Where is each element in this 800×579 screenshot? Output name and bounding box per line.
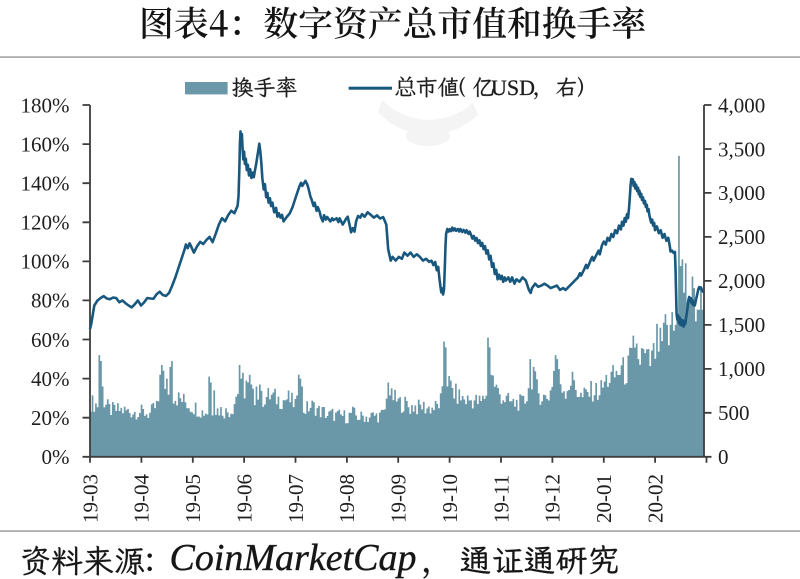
svg-text:20-01: 20-01 bbox=[592, 474, 616, 523]
svg-text:1,500: 1,500 bbox=[718, 313, 765, 337]
svg-text:19-06: 19-06 bbox=[232, 474, 256, 523]
svg-text:500: 500 bbox=[718, 401, 750, 425]
svg-text:2,500: 2,500 bbox=[718, 225, 765, 249]
svg-text:100%: 100% bbox=[21, 250, 70, 274]
svg-text:19-03: 19-03 bbox=[78, 474, 102, 523]
svg-text:19-11: 19-11 bbox=[489, 475, 513, 523]
svg-text:60%: 60% bbox=[31, 328, 70, 352]
svg-text:4,000: 4,000 bbox=[718, 93, 765, 117]
svg-text:19-04: 19-04 bbox=[130, 474, 154, 523]
svg-text:19-05: 19-05 bbox=[181, 474, 205, 523]
svg-text:3,500: 3,500 bbox=[718, 137, 765, 161]
svg-text:180%: 180% bbox=[21, 93, 70, 117]
svg-text:140%: 140% bbox=[21, 172, 70, 196]
svg-text:19-10: 19-10 bbox=[438, 474, 462, 523]
svg-text:3,000: 3,000 bbox=[718, 181, 765, 205]
svg-text:1,000: 1,000 bbox=[718, 357, 765, 381]
svg-text:19-08: 19-08 bbox=[335, 474, 359, 523]
svg-text:20-02: 20-02 bbox=[643, 474, 667, 523]
svg-text:120%: 120% bbox=[21, 211, 70, 235]
svg-text:19-07: 19-07 bbox=[284, 474, 308, 523]
svg-text:19-09: 19-09 bbox=[387, 474, 411, 523]
svg-text:19-12: 19-12 bbox=[541, 474, 565, 523]
svg-text:160%: 160% bbox=[21, 132, 70, 156]
svg-text:0%: 0% bbox=[42, 445, 70, 469]
svg-text:80%: 80% bbox=[31, 289, 70, 313]
svg-text:2,000: 2,000 bbox=[718, 269, 765, 293]
svg-text:20%: 20% bbox=[31, 406, 70, 430]
svg-text:0: 0 bbox=[718, 445, 729, 469]
svg-text:40%: 40% bbox=[31, 367, 70, 391]
